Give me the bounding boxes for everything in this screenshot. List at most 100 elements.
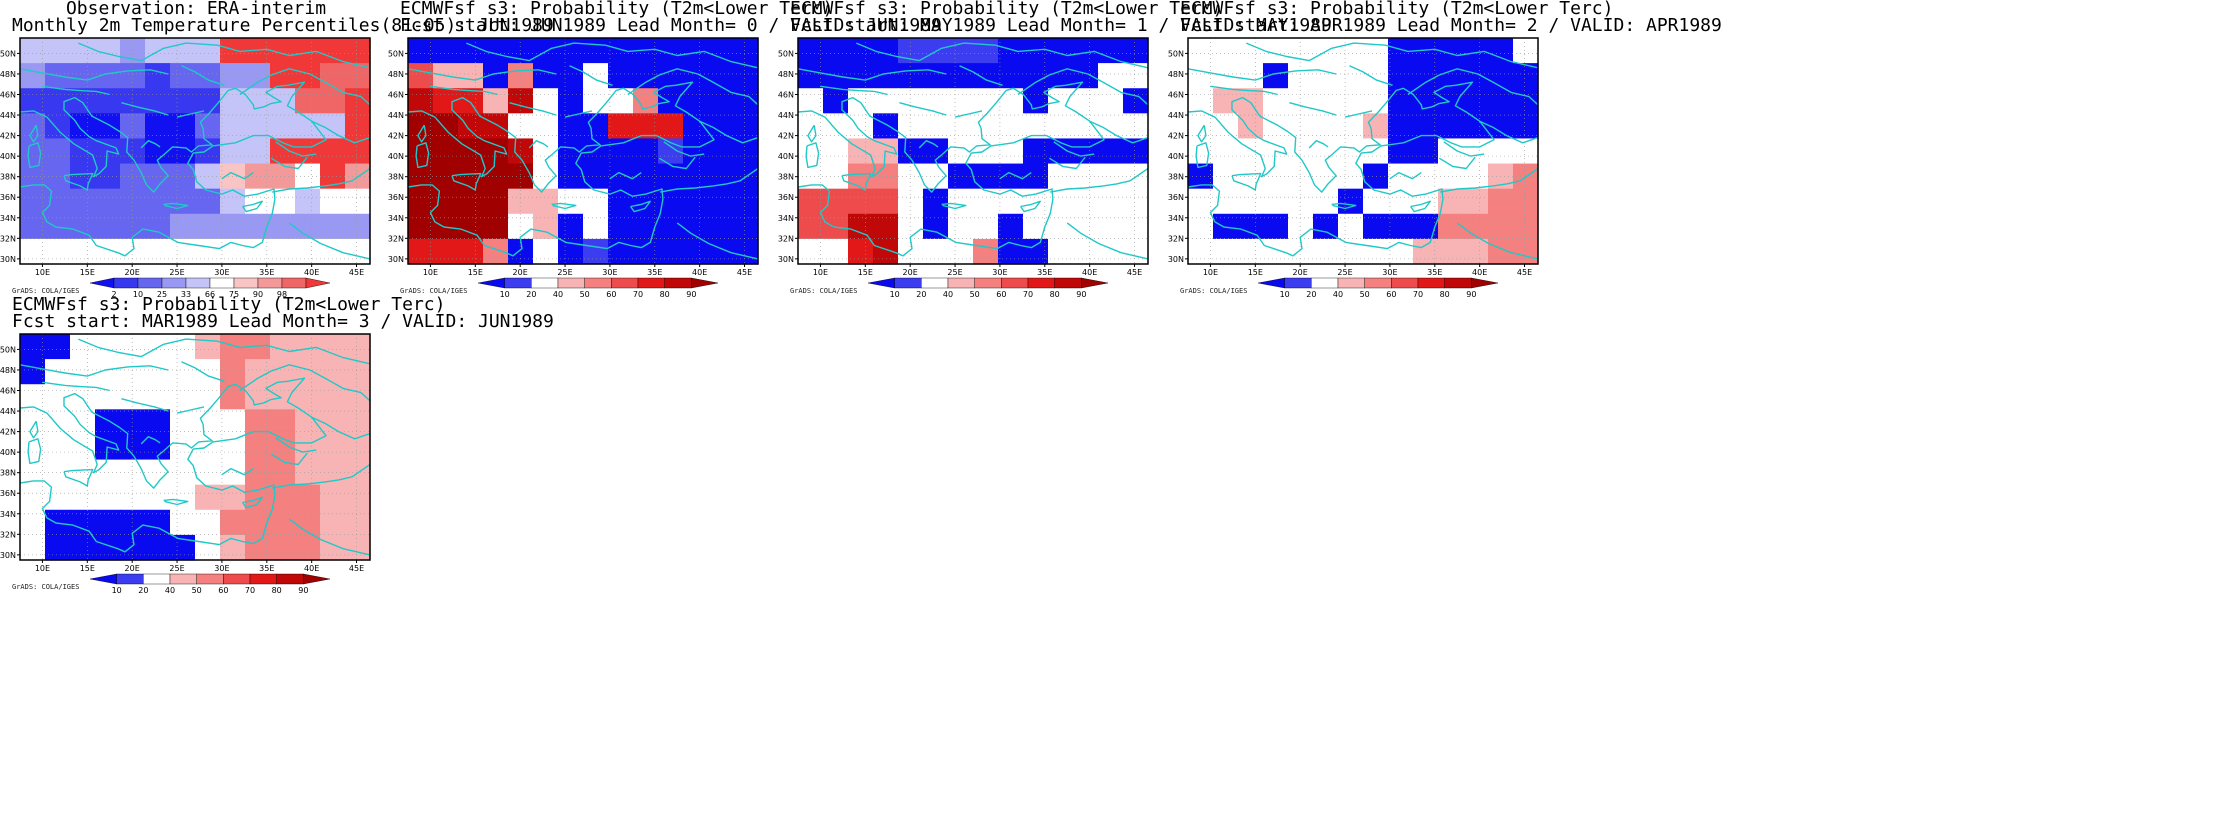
legend-label: 60 xyxy=(218,586,228,595)
grid-cell xyxy=(295,484,321,511)
grid-cell xyxy=(708,88,734,114)
grid-cell xyxy=(1338,213,1364,240)
grid-cell xyxy=(1238,113,1264,140)
grid-cell xyxy=(170,334,196,360)
grid-cell xyxy=(20,384,46,410)
grid-cell xyxy=(1188,238,1214,265)
x-tick-label: 30E xyxy=(992,268,1007,277)
legend-label: 10 xyxy=(890,290,900,299)
grid-cell xyxy=(145,113,171,140)
x-tick-label: 15E xyxy=(80,564,95,573)
grid-cell xyxy=(195,63,221,89)
grid-cell xyxy=(1048,88,1074,114)
x-tick-label: 10E xyxy=(1203,268,1218,277)
grid-cell xyxy=(1463,63,1489,89)
grid-cell xyxy=(20,238,46,265)
grid-cell xyxy=(923,238,949,265)
grid-cell xyxy=(245,113,271,140)
grid-cell xyxy=(848,88,874,114)
grid-cell xyxy=(1288,88,1314,114)
grid-cell xyxy=(508,63,534,89)
grid-cell xyxy=(45,434,71,461)
grid-cell xyxy=(145,359,171,385)
grid-cell xyxy=(1263,113,1289,140)
x-tick-label: 20E xyxy=(903,268,918,277)
grid-cell xyxy=(1213,113,1239,140)
grads-credit: GrADS: COLA/IGES xyxy=(1180,287,1248,295)
grid-cell xyxy=(1048,238,1074,265)
grid-cell xyxy=(583,113,609,140)
grid-cell xyxy=(1288,188,1314,215)
legend-label: 60 xyxy=(1386,290,1396,299)
grid-cell xyxy=(458,113,484,140)
legend-swatch xyxy=(137,277,163,289)
legend-swatch xyxy=(504,277,532,289)
grid-cell xyxy=(45,188,71,215)
x-tick-label: 35E xyxy=(647,268,662,277)
grid-cell xyxy=(458,238,484,265)
grid-cell xyxy=(433,38,459,64)
y-tick-label: 44N xyxy=(778,111,794,120)
grid-cell xyxy=(1263,188,1289,215)
grid-cell xyxy=(683,88,709,114)
grid-cell xyxy=(708,63,734,89)
x-tick-label: 30E xyxy=(214,564,229,573)
grid-cell xyxy=(1363,38,1389,64)
y-tick-label: 42N xyxy=(388,132,404,141)
y-tick-label: 42N xyxy=(778,132,794,141)
grid-cell xyxy=(70,434,96,461)
x-tick-label: 10E xyxy=(35,268,50,277)
grid-cell xyxy=(270,534,296,561)
grid-cell xyxy=(458,63,484,89)
grid-cell xyxy=(70,88,96,114)
grid-cell xyxy=(533,113,559,140)
grid-cell xyxy=(1488,188,1514,215)
grid-cell xyxy=(458,88,484,114)
coastline xyxy=(19,42,371,260)
legend-label: 80 xyxy=(1050,290,1060,299)
legend-swatch xyxy=(1284,277,1312,289)
x-tick-label: 45E xyxy=(349,564,364,573)
y-tick-label: 46N xyxy=(388,91,404,100)
grid-cell xyxy=(295,409,321,436)
grid-cell xyxy=(70,534,96,561)
grid-cell xyxy=(558,38,584,64)
grid-cell xyxy=(1188,188,1214,215)
grid-cell xyxy=(1238,238,1264,265)
grid-cell xyxy=(898,138,924,165)
y-tick-label: 38N xyxy=(388,173,404,182)
grid-cell xyxy=(120,88,146,114)
grid-cell xyxy=(220,409,246,436)
grid-cell xyxy=(1073,238,1099,265)
grid-cell xyxy=(95,113,121,140)
y-tick-label: 48N xyxy=(388,70,404,79)
grid-cell xyxy=(798,88,824,114)
legend-label: 50 xyxy=(1360,290,1370,299)
y-tick-label: 40N xyxy=(1168,152,1184,161)
grid-cell xyxy=(270,238,296,265)
grid-cell xyxy=(923,188,949,215)
panel-subtitle: Fcst start: JUN1989 Lead Month= 0 / VALI… xyxy=(400,15,942,36)
grid-cell xyxy=(998,113,1024,140)
grid-cell xyxy=(345,484,371,511)
x-tick-label: 25E xyxy=(1337,268,1352,277)
grid-cell xyxy=(295,38,321,64)
legend-swatch xyxy=(196,573,224,585)
legend-swatch xyxy=(249,573,277,585)
grid-cell xyxy=(973,113,999,140)
grid-cell xyxy=(683,38,709,64)
grid-cell xyxy=(433,188,459,215)
grid-cell xyxy=(1238,88,1264,114)
grid-cell xyxy=(145,459,171,486)
grid-cell xyxy=(1098,38,1124,64)
grid-cell xyxy=(1098,138,1124,165)
grid-cell xyxy=(95,38,121,64)
grid-cell xyxy=(658,113,684,140)
grid-cell xyxy=(1023,238,1049,265)
grid-cell xyxy=(1463,188,1489,215)
grid-cell xyxy=(823,38,849,64)
grid-cell xyxy=(345,434,371,461)
grid-cell xyxy=(345,334,371,360)
y-tick-label: 50N xyxy=(0,49,16,58)
x-tick-label: 30E xyxy=(214,268,229,277)
